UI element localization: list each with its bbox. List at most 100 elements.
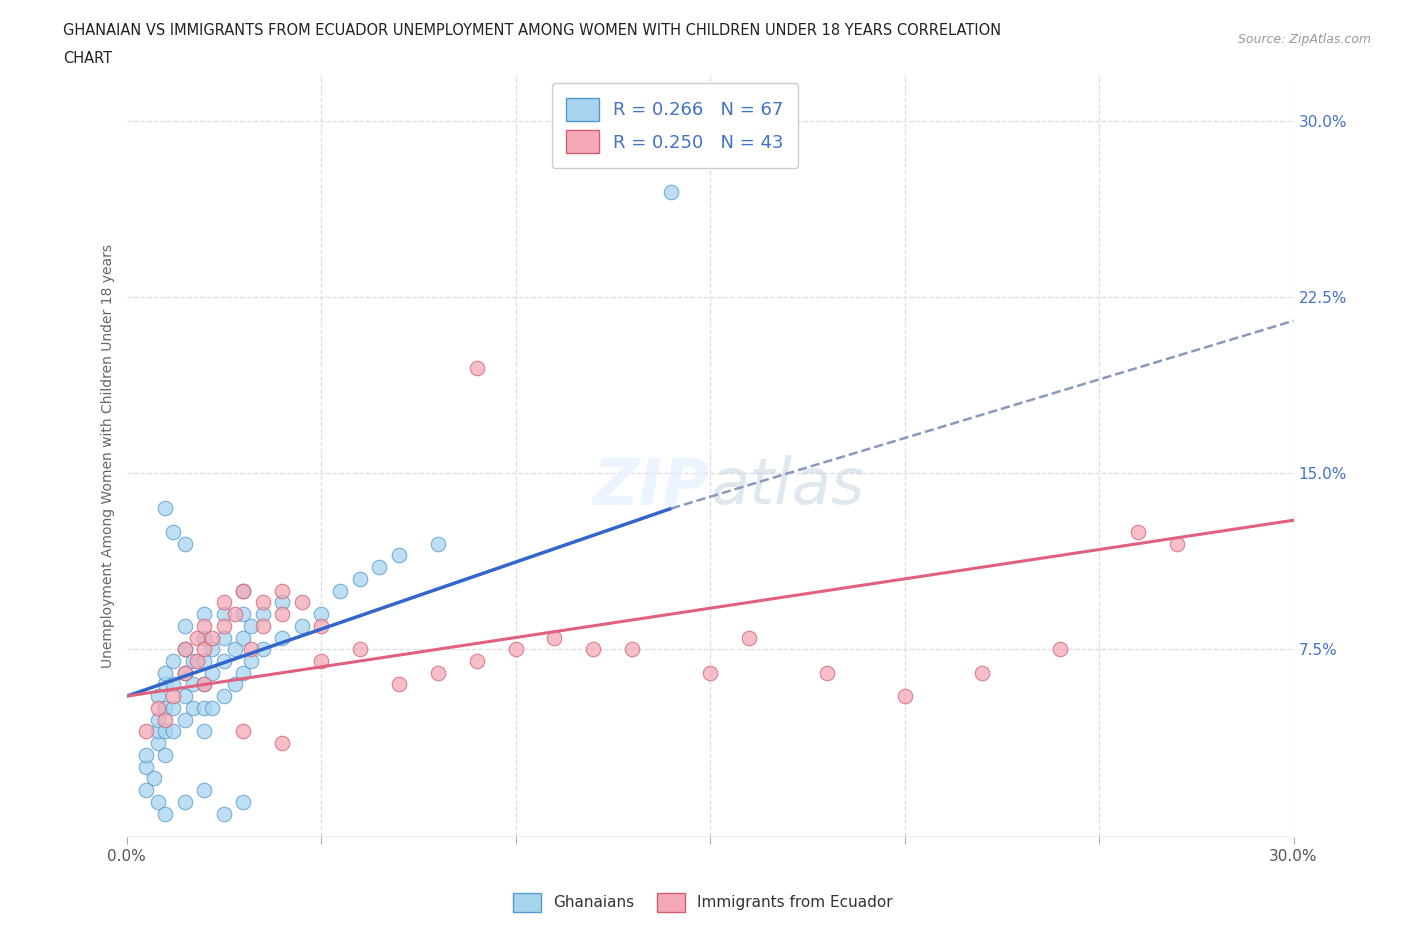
- Point: [309, 618, 332, 633]
- Point: [174, 665, 197, 680]
- Point: [146, 736, 169, 751]
- Point: [174, 642, 197, 657]
- Point: [193, 606, 215, 621]
- Point: [893, 689, 915, 704]
- Text: atlas: atlas: [710, 455, 865, 517]
- Text: ZIP: ZIP: [593, 455, 710, 517]
- Point: [146, 689, 169, 704]
- Point: [201, 700, 224, 715]
- Point: [232, 665, 254, 680]
- Point: [271, 736, 294, 751]
- Point: [1166, 537, 1188, 551]
- Point: [290, 595, 312, 610]
- Point: [162, 525, 184, 539]
- Point: [621, 642, 644, 657]
- Point: [1126, 525, 1149, 539]
- Point: [162, 654, 184, 669]
- Point: [193, 700, 215, 715]
- Point: [465, 654, 488, 669]
- Point: [224, 677, 246, 692]
- Point: [271, 583, 294, 598]
- Y-axis label: Unemployment Among Women with Children Under 18 years: Unemployment Among Women with Children U…: [101, 244, 115, 668]
- Point: [271, 595, 294, 610]
- Point: [155, 677, 177, 692]
- Point: [240, 618, 263, 633]
- Point: [349, 642, 371, 657]
- Point: [290, 618, 312, 633]
- Point: [193, 631, 215, 645]
- Point: [142, 771, 165, 786]
- Point: [181, 677, 204, 692]
- Point: [224, 606, 246, 621]
- Point: [174, 665, 197, 680]
- Point: [135, 783, 157, 798]
- Point: [155, 501, 177, 516]
- Point: [201, 642, 224, 657]
- Point: [252, 595, 274, 610]
- Point: [232, 794, 254, 809]
- Point: [212, 595, 235, 610]
- Point: [186, 631, 208, 645]
- Point: [368, 560, 391, 575]
- Point: [252, 642, 274, 657]
- Point: [146, 700, 169, 715]
- Point: [232, 606, 254, 621]
- Point: [212, 689, 235, 704]
- Point: [252, 606, 274, 621]
- Point: [543, 631, 565, 645]
- Point: [174, 712, 197, 727]
- Point: [146, 724, 169, 738]
- Point: [212, 618, 235, 633]
- Point: [972, 665, 994, 680]
- Point: [1049, 642, 1071, 657]
- Point: [505, 642, 527, 657]
- Point: [162, 700, 184, 715]
- Text: GHANAIAN VS IMMIGRANTS FROM ECUADOR UNEMPLOYMENT AMONG WOMEN WITH CHILDREN UNDER: GHANAIAN VS IMMIGRANTS FROM ECUADOR UNEM…: [63, 23, 1001, 38]
- Point: [232, 724, 254, 738]
- Point: [146, 794, 169, 809]
- Point: [201, 631, 224, 645]
- Point: [174, 618, 197, 633]
- Point: [271, 631, 294, 645]
- Point: [309, 606, 332, 621]
- Point: [162, 677, 184, 692]
- Point: [174, 689, 197, 704]
- Point: [212, 631, 235, 645]
- Point: [193, 642, 215, 657]
- Point: [388, 548, 411, 563]
- Point: [232, 631, 254, 645]
- Point: [155, 700, 177, 715]
- Point: [309, 654, 332, 669]
- Point: [155, 712, 177, 727]
- Point: [155, 724, 177, 738]
- Point: [201, 665, 224, 680]
- Point: [240, 654, 263, 669]
- Legend: R = 0.266   N = 67, R = 0.250   N = 43: R = 0.266 N = 67, R = 0.250 N = 43: [551, 84, 799, 167]
- Point: [271, 606, 294, 621]
- Point: [193, 677, 215, 692]
- Point: [135, 748, 157, 763]
- Point: [815, 665, 838, 680]
- Point: [155, 748, 177, 763]
- Point: [232, 583, 254, 598]
- Point: [252, 618, 274, 633]
- Point: [186, 654, 208, 669]
- Point: [212, 606, 235, 621]
- Point: [181, 700, 204, 715]
- Point: [162, 689, 184, 704]
- Point: [155, 665, 177, 680]
- Point: [193, 618, 215, 633]
- Point: [224, 642, 246, 657]
- Point: [193, 677, 215, 692]
- Point: [738, 631, 761, 645]
- Point: [174, 642, 197, 657]
- Point: [193, 724, 215, 738]
- Legend: Ghanaians, Immigrants from Ecuador: Ghanaians, Immigrants from Ecuador: [508, 887, 898, 918]
- Text: CHART: CHART: [63, 51, 112, 66]
- Point: [135, 759, 157, 774]
- Point: [388, 677, 411, 692]
- Point: [329, 583, 352, 598]
- Point: [426, 537, 449, 551]
- Point: [212, 806, 235, 821]
- Point: [193, 783, 215, 798]
